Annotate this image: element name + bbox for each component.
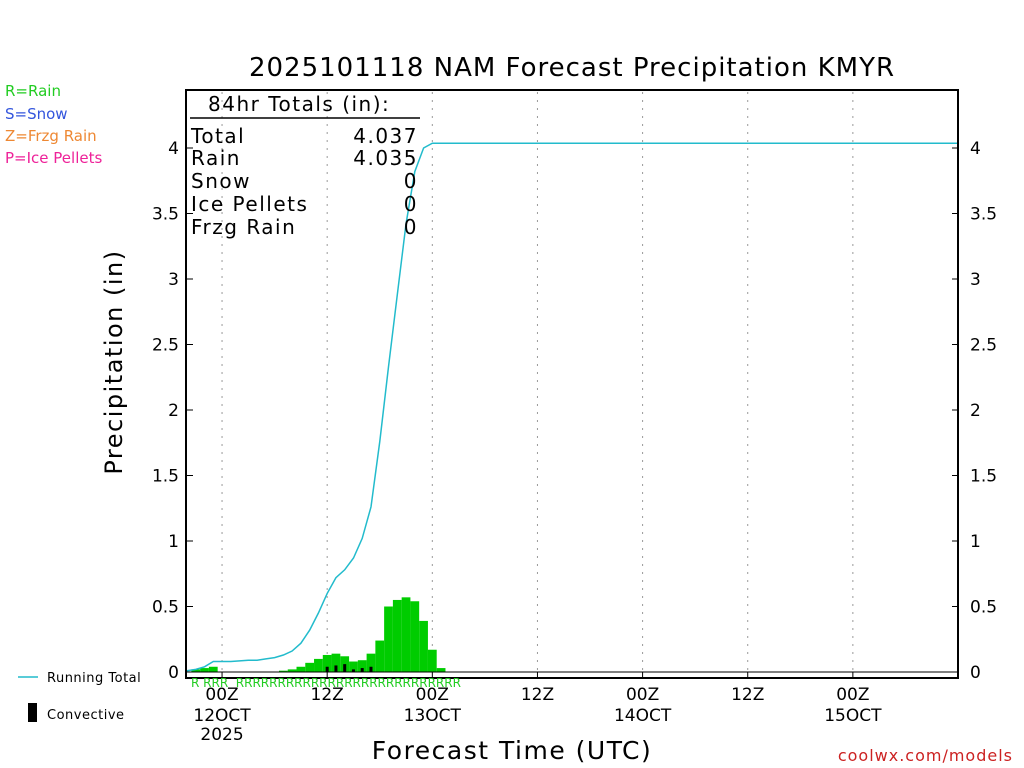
y-tick-label-left-7: 3.5	[152, 205, 179, 225]
credit-text: coolwx.com/models	[838, 746, 1013, 765]
precip-type-legend: R=Rain S=Snow Z=Frzg Rain P=Ice Pellets	[5, 82, 102, 167]
precip-bar-13	[305, 662, 315, 672]
precip-bar-24	[401, 597, 411, 672]
y-tick-label-right-2: 1	[970, 532, 981, 552]
y-tick-label-right-7: 3.5	[970, 205, 997, 225]
precip-bar-18	[349, 661, 358, 672]
frzg-rain-value: 0	[404, 215, 418, 239]
precip-bar-11	[287, 669, 297, 672]
hourly-precip-bars	[191, 597, 446, 672]
y-tick-label-left-1: 0.5	[152, 598, 179, 618]
running-total-line	[186, 142, 958, 672]
convective-legend-swatch	[28, 703, 37, 722]
precip-bar-19	[357, 660, 367, 672]
rain-value: 4.035	[353, 146, 418, 170]
chart-title: 2025101118 NAM Forecast Precipitation KM…	[249, 53, 895, 83]
total-value: 4.037	[353, 124, 418, 148]
convective-bar-2	[343, 664, 347, 672]
precip-bar-1	[200, 668, 209, 672]
y-tick-label-right-0: 0	[970, 663, 981, 683]
precip-bar-26	[419, 620, 428, 672]
convective-bars	[325, 664, 373, 672]
convective-bar-4	[360, 668, 364, 672]
y-tick-label-left-0: 0	[168, 663, 179, 683]
precip-bar-25	[410, 601, 420, 672]
legend-frzg-rain: Z=Frzg Rain	[5, 127, 97, 145]
y-tick-label-left-4: 2	[168, 401, 179, 421]
x-tick-label-5: 12Z	[731, 685, 764, 705]
legend-snow: S=Snow	[5, 105, 68, 123]
y-tick-label-left-8: 4	[168, 139, 179, 159]
x-tick-year-0: 2025	[200, 725, 243, 745]
precip-bar-28	[436, 668, 446, 672]
y-tick-label-right-3: 1.5	[970, 467, 997, 487]
precip-bar-10	[278, 670, 288, 672]
running-total-legend-label: Running Total	[47, 671, 141, 686]
ice-pellets-label: Ice Pellets	[191, 192, 308, 216]
convective-bar-5	[369, 666, 373, 672]
x-tick-label-1: 12Z	[311, 685, 344, 705]
x-tick-label-6: 00Z	[836, 685, 869, 705]
y-tick-label-right-6: 3	[970, 270, 981, 290]
ice-pellets-value: 0	[404, 192, 418, 216]
precip-bar-23	[392, 599, 402, 672]
frzg-rain-label: Frzg Rain	[191, 215, 296, 239]
legend-rain: R=Rain	[5, 82, 61, 100]
x-tick-date-4: 14OCT	[614, 706, 672, 726]
convective-bar-1	[334, 665, 338, 672]
convective-bar-0	[325, 666, 329, 672]
y-tick-label-left-5: 2.5	[152, 336, 179, 356]
y-tick-label-right-4: 2	[970, 401, 981, 421]
precip-type-labels: R RRR RRRRRRRRRRRRRRRRRRRRRRRRRRR	[191, 676, 461, 690]
rain-label: Rain	[191, 146, 241, 170]
precip-bar-20	[366, 653, 376, 672]
x-tick-label-3: 12Z	[521, 685, 554, 705]
y-tick-label-right-5: 2.5	[970, 336, 997, 356]
x-tick-date-6: 15OCT	[824, 706, 882, 726]
precip-bar-2	[208, 666, 218, 672]
x-tick-label-0: 00Z	[205, 685, 238, 705]
y-axis-ticks: 0 00.5 0.51 11.5 1.52 22.5 2.53 33.5 3.54 4	[152, 139, 997, 683]
y-tick-label-right-1: 0.5	[970, 598, 997, 618]
series-legend: Running Total Convective	[18, 671, 141, 723]
precip-bar-22	[384, 606, 393, 672]
total-label: Total	[190, 124, 245, 148]
legend-ice-pellets: P=Ice Pellets	[5, 149, 102, 167]
x-tick-date-0: 12OCT	[193, 706, 251, 726]
precip-bar-14	[314, 658, 323, 672]
x-axis-label: Forecast Time (UTC)	[372, 736, 652, 765]
y-tick-label-left-3: 1.5	[152, 467, 179, 487]
y-tick-label-right-8: 4	[970, 139, 981, 159]
x-tick-label-4: 00Z	[626, 685, 659, 705]
totals-header: 84hr Totals (in):	[208, 92, 390, 116]
precip-bar-21	[375, 640, 385, 672]
y-tick-label-left-6: 3	[168, 270, 179, 290]
x-tick-date-2: 13OCT	[404, 706, 462, 726]
convective-bar-3	[351, 669, 355, 672]
vertical-gridlines	[221, 92, 854, 670]
y-tick-label-left-2: 1	[168, 532, 179, 552]
totals-box: 84hr Totals (in): Total 4.037 Rain 4.035…	[190, 92, 420, 239]
precip-bar-0	[191, 669, 201, 672]
snow-value: 0	[404, 169, 418, 193]
convective-legend-label: Convective	[47, 708, 125, 723]
precip-bar-12	[296, 666, 306, 672]
precip-bar-27	[427, 649, 437, 672]
precip-bar-16	[331, 653, 341, 672]
y-axis-label: Precipitation (in)	[100, 249, 128, 474]
precip-bar-15	[322, 654, 332, 672]
snow-label: Snow	[191, 169, 251, 193]
plot-frame	[185, 89, 959, 679]
x-tick-label-2: 00Z	[416, 685, 449, 705]
